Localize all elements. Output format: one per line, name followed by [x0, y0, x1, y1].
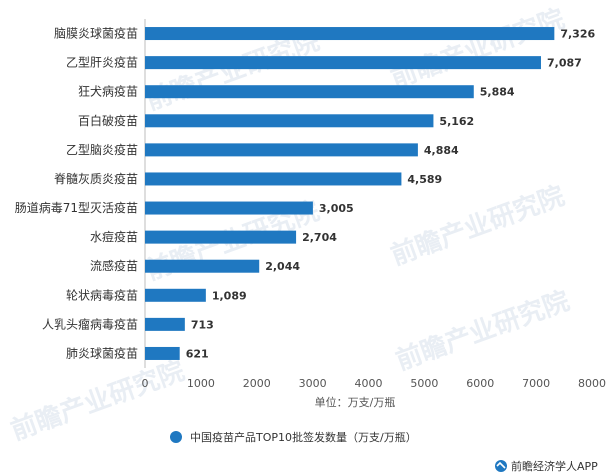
watermark-4: 前瞻产业研究院 [392, 285, 574, 376]
x-tick-6: 6000 [466, 377, 494, 390]
bar-11 [145, 346, 180, 360]
x-tick-7: 7000 [522, 377, 550, 390]
data-label-0: 7,326 [560, 28, 595, 41]
category-label-0: 脑膜炎球菌疫苗 [54, 26, 138, 41]
category-label-10: 人乳头瘤病毒疫苗 [42, 316, 138, 331]
x-tick-8: 8000 [578, 377, 606, 390]
data-label-3: 5,162 [439, 115, 474, 128]
category-label-9: 轮状病毒疫苗 [66, 287, 138, 302]
x-tick-3: 3000 [299, 377, 327, 390]
x-tick-2: 2000 [243, 377, 271, 390]
bar-8 [145, 259, 260, 273]
category-label-1: 乙型肝炎疫苗 [66, 55, 138, 70]
watermark-1: 前瞻产业研究院 [387, 3, 569, 94]
data-label-6: 3,005 [319, 202, 354, 215]
data-label-5: 4,589 [407, 173, 442, 186]
legend-label: 中国疫苗产品TOP10批签发数量（万支/万瓶） [190, 430, 417, 444]
watermark-3: 前瞻产业研究院 [387, 180, 569, 271]
bar-4 [145, 143, 418, 157]
category-label-6: 肠道病毒71型灭活疫苗 [15, 200, 138, 215]
bar-2 [145, 85, 474, 99]
bar-5 [145, 172, 402, 186]
x-tick-4: 4000 [355, 377, 383, 390]
footer-source: 前瞻经济学人APP [495, 459, 598, 473]
category-label-8: 流感疫苗 [90, 258, 138, 273]
bar-7 [145, 230, 297, 244]
category-label-3: 百白破疫苗 [78, 113, 138, 128]
data-label-7: 2,704 [302, 231, 337, 244]
x-tick-5: 5000 [410, 377, 438, 390]
x-tick-0: 0 [142, 377, 149, 390]
axis-unit-label: 单位：万支/万瓶 [315, 395, 396, 409]
data-label-2: 5,884 [480, 86, 515, 99]
bar-1 [145, 56, 541, 70]
source-logo-icon [495, 460, 507, 472]
data-label-8: 2,044 [265, 260, 300, 273]
bars-group [145, 27, 555, 360]
legend-marker [170, 431, 182, 443]
category-label-5: 脊髓灰质炎疫苗 [54, 171, 138, 186]
data-label-10: 713 [191, 318, 214, 331]
category-label-2: 狂犬病疫苗 [78, 84, 138, 99]
bar-3 [145, 114, 434, 128]
bar-6 [145, 201, 313, 215]
watermark-5: 前瞻产业研究院 [7, 355, 189, 446]
source-logo-mark [496, 461, 506, 469]
bar-0 [145, 27, 555, 41]
data-label-11: 621 [186, 347, 209, 360]
category-label-7: 水痘疫苗 [90, 229, 138, 244]
x-tick-labels: 0 1000 2000 3000 4000 5000 6000 7000 8000 [142, 377, 607, 390]
legend: 中国疫苗产品TOP10批签发数量（万支/万瓶） [170, 430, 417, 444]
x-tick-1: 1000 [187, 377, 215, 390]
bar-10 [145, 317, 185, 331]
category-label-4: 乙型脑炎疫苗 [66, 142, 138, 157]
data-label-1: 7,087 [547, 57, 582, 70]
data-label-9: 1,089 [212, 289, 247, 302]
bar-9 [145, 288, 206, 302]
category-label-11: 肺炎球菌疫苗 [66, 345, 138, 360]
data-labels: 7,326 7,087 5,884 5,162 4,884 4,589 3,005 2,704… [186, 28, 596, 361]
source-text: 前瞻经济学人APP [511, 459, 598, 473]
category-labels: 脑膜炎球菌疫苗乙型肝炎疫苗狂犬病疫苗百白破疫苗乙型脑炎疫苗脊髓灰质炎疫苗肠道病毒… [15, 26, 138, 361]
data-label-4: 4,884 [424, 144, 459, 157]
